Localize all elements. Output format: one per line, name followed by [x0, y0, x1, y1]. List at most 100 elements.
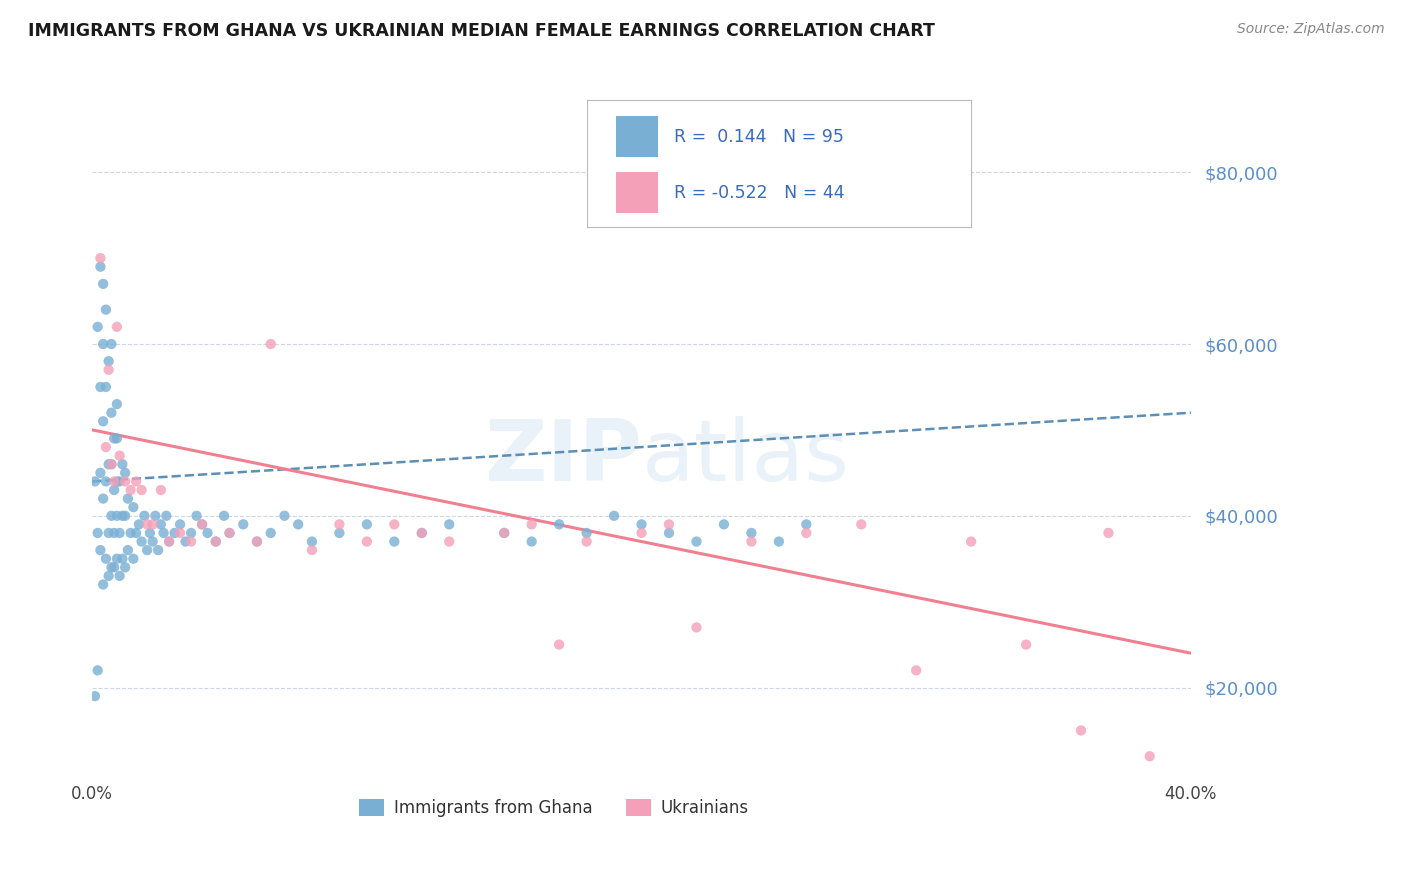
- Point: [197, 525, 219, 540]
- Point: [97, 569, 120, 583]
- Point: [84, 689, 107, 703]
- Point: [120, 525, 142, 540]
- Point: [136, 543, 159, 558]
- Text: ZIP: ZIP: [484, 416, 641, 499]
- Point: [157, 534, 180, 549]
- Point: [105, 508, 128, 523]
- Point: [204, 534, 226, 549]
- Point: [685, 534, 707, 549]
- Point: [146, 543, 169, 558]
- Point: [149, 483, 172, 497]
- Point: [114, 508, 136, 523]
- Point: [91, 337, 114, 351]
- Point: [125, 475, 148, 489]
- Bar: [616, 116, 658, 157]
- Point: [328, 517, 350, 532]
- Point: [548, 638, 571, 652]
- Point: [149, 517, 172, 532]
- Point: [740, 534, 762, 549]
- Point: [86, 319, 108, 334]
- Point: [114, 475, 136, 489]
- Point: [630, 517, 652, 532]
- Point: [658, 517, 681, 532]
- Point: [180, 525, 202, 540]
- Point: [218, 525, 240, 540]
- Point: [960, 534, 983, 549]
- Point: [105, 432, 128, 446]
- Point: [218, 525, 240, 540]
- Point: [212, 508, 235, 523]
- Point: [152, 525, 174, 540]
- Point: [630, 525, 652, 540]
- Point: [117, 543, 139, 558]
- Point: [97, 363, 120, 377]
- Point: [94, 380, 117, 394]
- Point: [169, 525, 191, 540]
- Point: [382, 517, 405, 532]
- Point: [91, 277, 114, 291]
- Point: [89, 466, 111, 480]
- Point: [232, 517, 254, 532]
- Point: [1097, 525, 1119, 540]
- Point: [103, 525, 125, 540]
- Point: [128, 517, 150, 532]
- Text: IMMIGRANTS FROM GHANA VS UKRAINIAN MEDIAN FEMALE EARNINGS CORRELATION CHART: IMMIGRANTS FROM GHANA VS UKRAINIAN MEDIA…: [28, 22, 935, 40]
- Point: [713, 517, 735, 532]
- Point: [114, 466, 136, 480]
- Point: [494, 525, 516, 540]
- Text: atlas: atlas: [641, 416, 849, 499]
- Point: [105, 475, 128, 489]
- Point: [100, 508, 122, 523]
- Point: [105, 551, 128, 566]
- Point: [494, 525, 516, 540]
- Point: [120, 483, 142, 497]
- Legend: Immigrants from Ghana, Ukrainians: Immigrants from Ghana, Ukrainians: [352, 792, 755, 823]
- Point: [136, 517, 159, 532]
- Point: [86, 525, 108, 540]
- Text: R = -0.522   N = 44: R = -0.522 N = 44: [675, 184, 845, 202]
- Point: [131, 534, 153, 549]
- Text: R =  0.144   N = 95: R = 0.144 N = 95: [675, 128, 845, 145]
- Point: [1139, 749, 1161, 764]
- Point: [548, 517, 571, 532]
- Point: [575, 525, 598, 540]
- Point: [603, 508, 626, 523]
- Point: [100, 457, 122, 471]
- Point: [191, 517, 214, 532]
- Point: [260, 525, 283, 540]
- Point: [103, 475, 125, 489]
- Text: Source: ZipAtlas.com: Source: ZipAtlas.com: [1237, 22, 1385, 37]
- Point: [114, 560, 136, 574]
- Point: [794, 517, 817, 532]
- Point: [186, 508, 208, 523]
- Point: [439, 534, 461, 549]
- Point: [89, 260, 111, 274]
- Point: [246, 534, 269, 549]
- Bar: [616, 172, 658, 213]
- Point: [411, 525, 433, 540]
- Point: [94, 551, 117, 566]
- Point: [169, 517, 191, 532]
- Point: [94, 440, 117, 454]
- Point: [111, 551, 134, 566]
- Point: [356, 517, 378, 532]
- Point: [157, 534, 180, 549]
- Point: [100, 337, 122, 351]
- Point: [740, 525, 762, 540]
- Point: [273, 508, 295, 523]
- Point: [91, 491, 114, 506]
- Point: [356, 534, 378, 549]
- Point: [301, 543, 323, 558]
- Point: [89, 380, 111, 394]
- Point: [94, 302, 117, 317]
- Point: [100, 457, 122, 471]
- Point: [117, 491, 139, 506]
- Point: [105, 397, 128, 411]
- Point: [142, 534, 165, 549]
- Point: [143, 508, 166, 523]
- Point: [382, 534, 405, 549]
- Point: [155, 508, 177, 523]
- Point: [108, 525, 131, 540]
- Point: [97, 354, 120, 368]
- Point: [97, 525, 120, 540]
